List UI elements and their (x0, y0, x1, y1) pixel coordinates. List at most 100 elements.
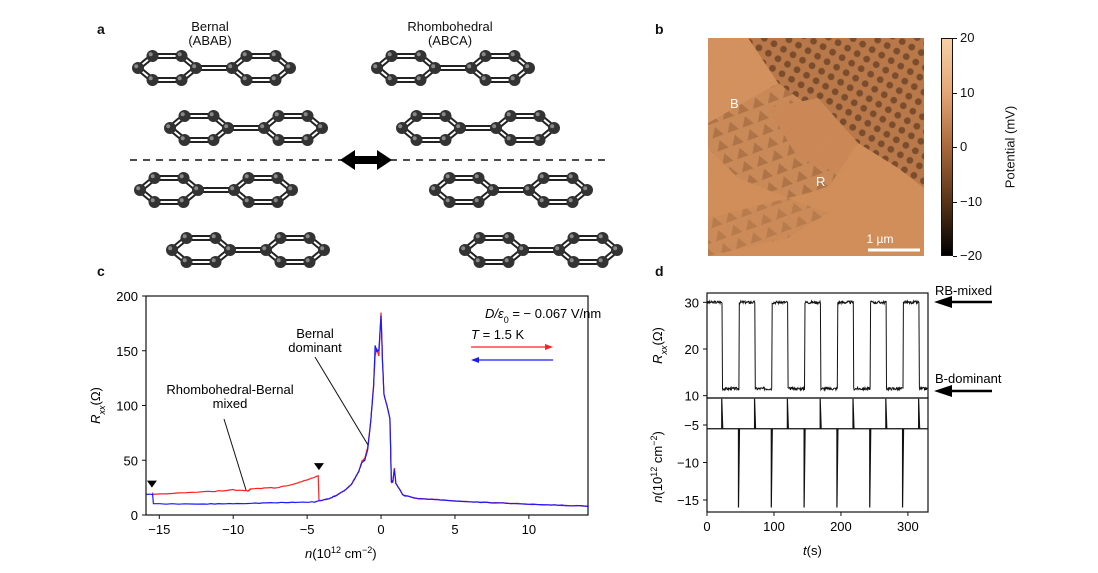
bernal-title: Bernal (ABAB) (160, 20, 260, 48)
atom (222, 122, 234, 134)
forward-arrowhead (545, 344, 553, 350)
y-tick-label: 30 (685, 295, 699, 310)
atom (596, 256, 609, 268)
atom-highlight (475, 234, 480, 239)
atom-highlight (168, 246, 173, 251)
graphene-layer (166, 232, 330, 268)
atom-highlight (467, 64, 472, 69)
colorbar-tick-label: 10 (960, 84, 975, 100)
atom (242, 172, 255, 184)
graphene-layer (396, 110, 560, 146)
atom-highlight (211, 234, 216, 239)
top-axes-frame (706, 292, 929, 399)
atom-highlight (177, 52, 182, 57)
atom (303, 232, 316, 244)
graphene-layer (459, 232, 623, 268)
stacking-diagram (130, 50, 623, 268)
atom (533, 110, 546, 122)
atom-highlight (288, 186, 293, 191)
atom (146, 50, 159, 62)
atom-highlight (182, 234, 187, 239)
atom-highlight (148, 76, 153, 81)
y-tick-label: 100 (116, 399, 138, 414)
atom-highlight (504, 258, 509, 263)
atom (271, 172, 284, 184)
atom-highlight (416, 76, 421, 81)
atom (301, 134, 314, 146)
atom-highlight (226, 246, 231, 251)
rxx-axis-label-part: (Ω) (650, 327, 665, 345)
atom (318, 244, 330, 256)
atom (284, 62, 296, 74)
atom (224, 244, 236, 256)
panel-b-label: b (655, 21, 664, 37)
atom-highlight (519, 246, 524, 251)
scalebar-label: 1 µm (867, 232, 894, 246)
bernal-pointer (314, 356, 369, 446)
backward-arrowhead (471, 357, 479, 363)
atom (316, 122, 328, 134)
x-tick-label: −5 (300, 522, 315, 537)
density-axis-label-part: n (650, 496, 665, 503)
x-tick-label: 300 (897, 519, 919, 534)
atom-highlight (535, 136, 540, 141)
atom-highlight (150, 198, 155, 203)
graphene-layer (132, 50, 296, 86)
atom (175, 50, 188, 62)
chart-d: 10 20 30 −5 −10 −15 0 100 200 300 t(s) Rxx(Ω) n(1012… (649, 283, 1002, 558)
atom (272, 110, 285, 122)
rhombo-stacking: (ABCA) (427, 33, 473, 48)
density-axis-label-part: cm (650, 446, 665, 467)
y-tick-label: −10 (677, 456, 699, 471)
kpfm-image: B R 1 µm (708, 38, 924, 256)
atom-highlight (180, 136, 185, 141)
atom (385, 50, 398, 62)
atom-highlight (481, 76, 486, 81)
atom (178, 110, 191, 122)
atom-highlight (209, 112, 214, 117)
atom (523, 62, 535, 74)
x-axis-label: t(s) (803, 543, 822, 558)
left-arrow-icon (934, 385, 952, 397)
atom (272, 134, 285, 146)
atom-highlight (320, 246, 325, 251)
mixed-label-2: mixed (213, 396, 248, 411)
atom-highlight (412, 136, 417, 141)
atom-highlight (456, 124, 461, 129)
atom (490, 122, 502, 134)
atom (581, 184, 593, 196)
atom-highlight (568, 198, 573, 203)
atom-highlight (504, 234, 509, 239)
atom (132, 62, 144, 74)
atom-highlight (474, 198, 479, 203)
atom-highlight (569, 234, 574, 239)
atom (439, 110, 452, 122)
atom (533, 134, 546, 146)
atom (611, 244, 623, 256)
graphene-layer (429, 172, 593, 208)
double-arrow-icon (340, 150, 392, 170)
x-tick-label: −10 (222, 522, 244, 537)
atom (209, 256, 222, 268)
density-trace (707, 398, 928, 508)
b-dominant-label: B-dominant (935, 371, 1002, 386)
atom-highlight (177, 76, 182, 81)
atom-highlight (271, 76, 276, 81)
atom-highlight (387, 52, 392, 57)
atom-highlight (441, 136, 446, 141)
atom-highlight (539, 174, 544, 179)
atom (508, 50, 521, 62)
rhombo-title: Rhombohedral (ABCA) (390, 20, 510, 48)
atom (177, 172, 190, 184)
colorbar-tick (953, 201, 957, 203)
atom (553, 244, 565, 256)
atom (479, 74, 492, 86)
atom (396, 122, 408, 134)
atom (472, 172, 485, 184)
atom (209, 232, 222, 244)
atom (166, 244, 178, 256)
colorbar-tick-label: 20 (960, 30, 975, 45)
graphene-layer (164, 110, 328, 146)
atom-highlight (260, 124, 265, 129)
